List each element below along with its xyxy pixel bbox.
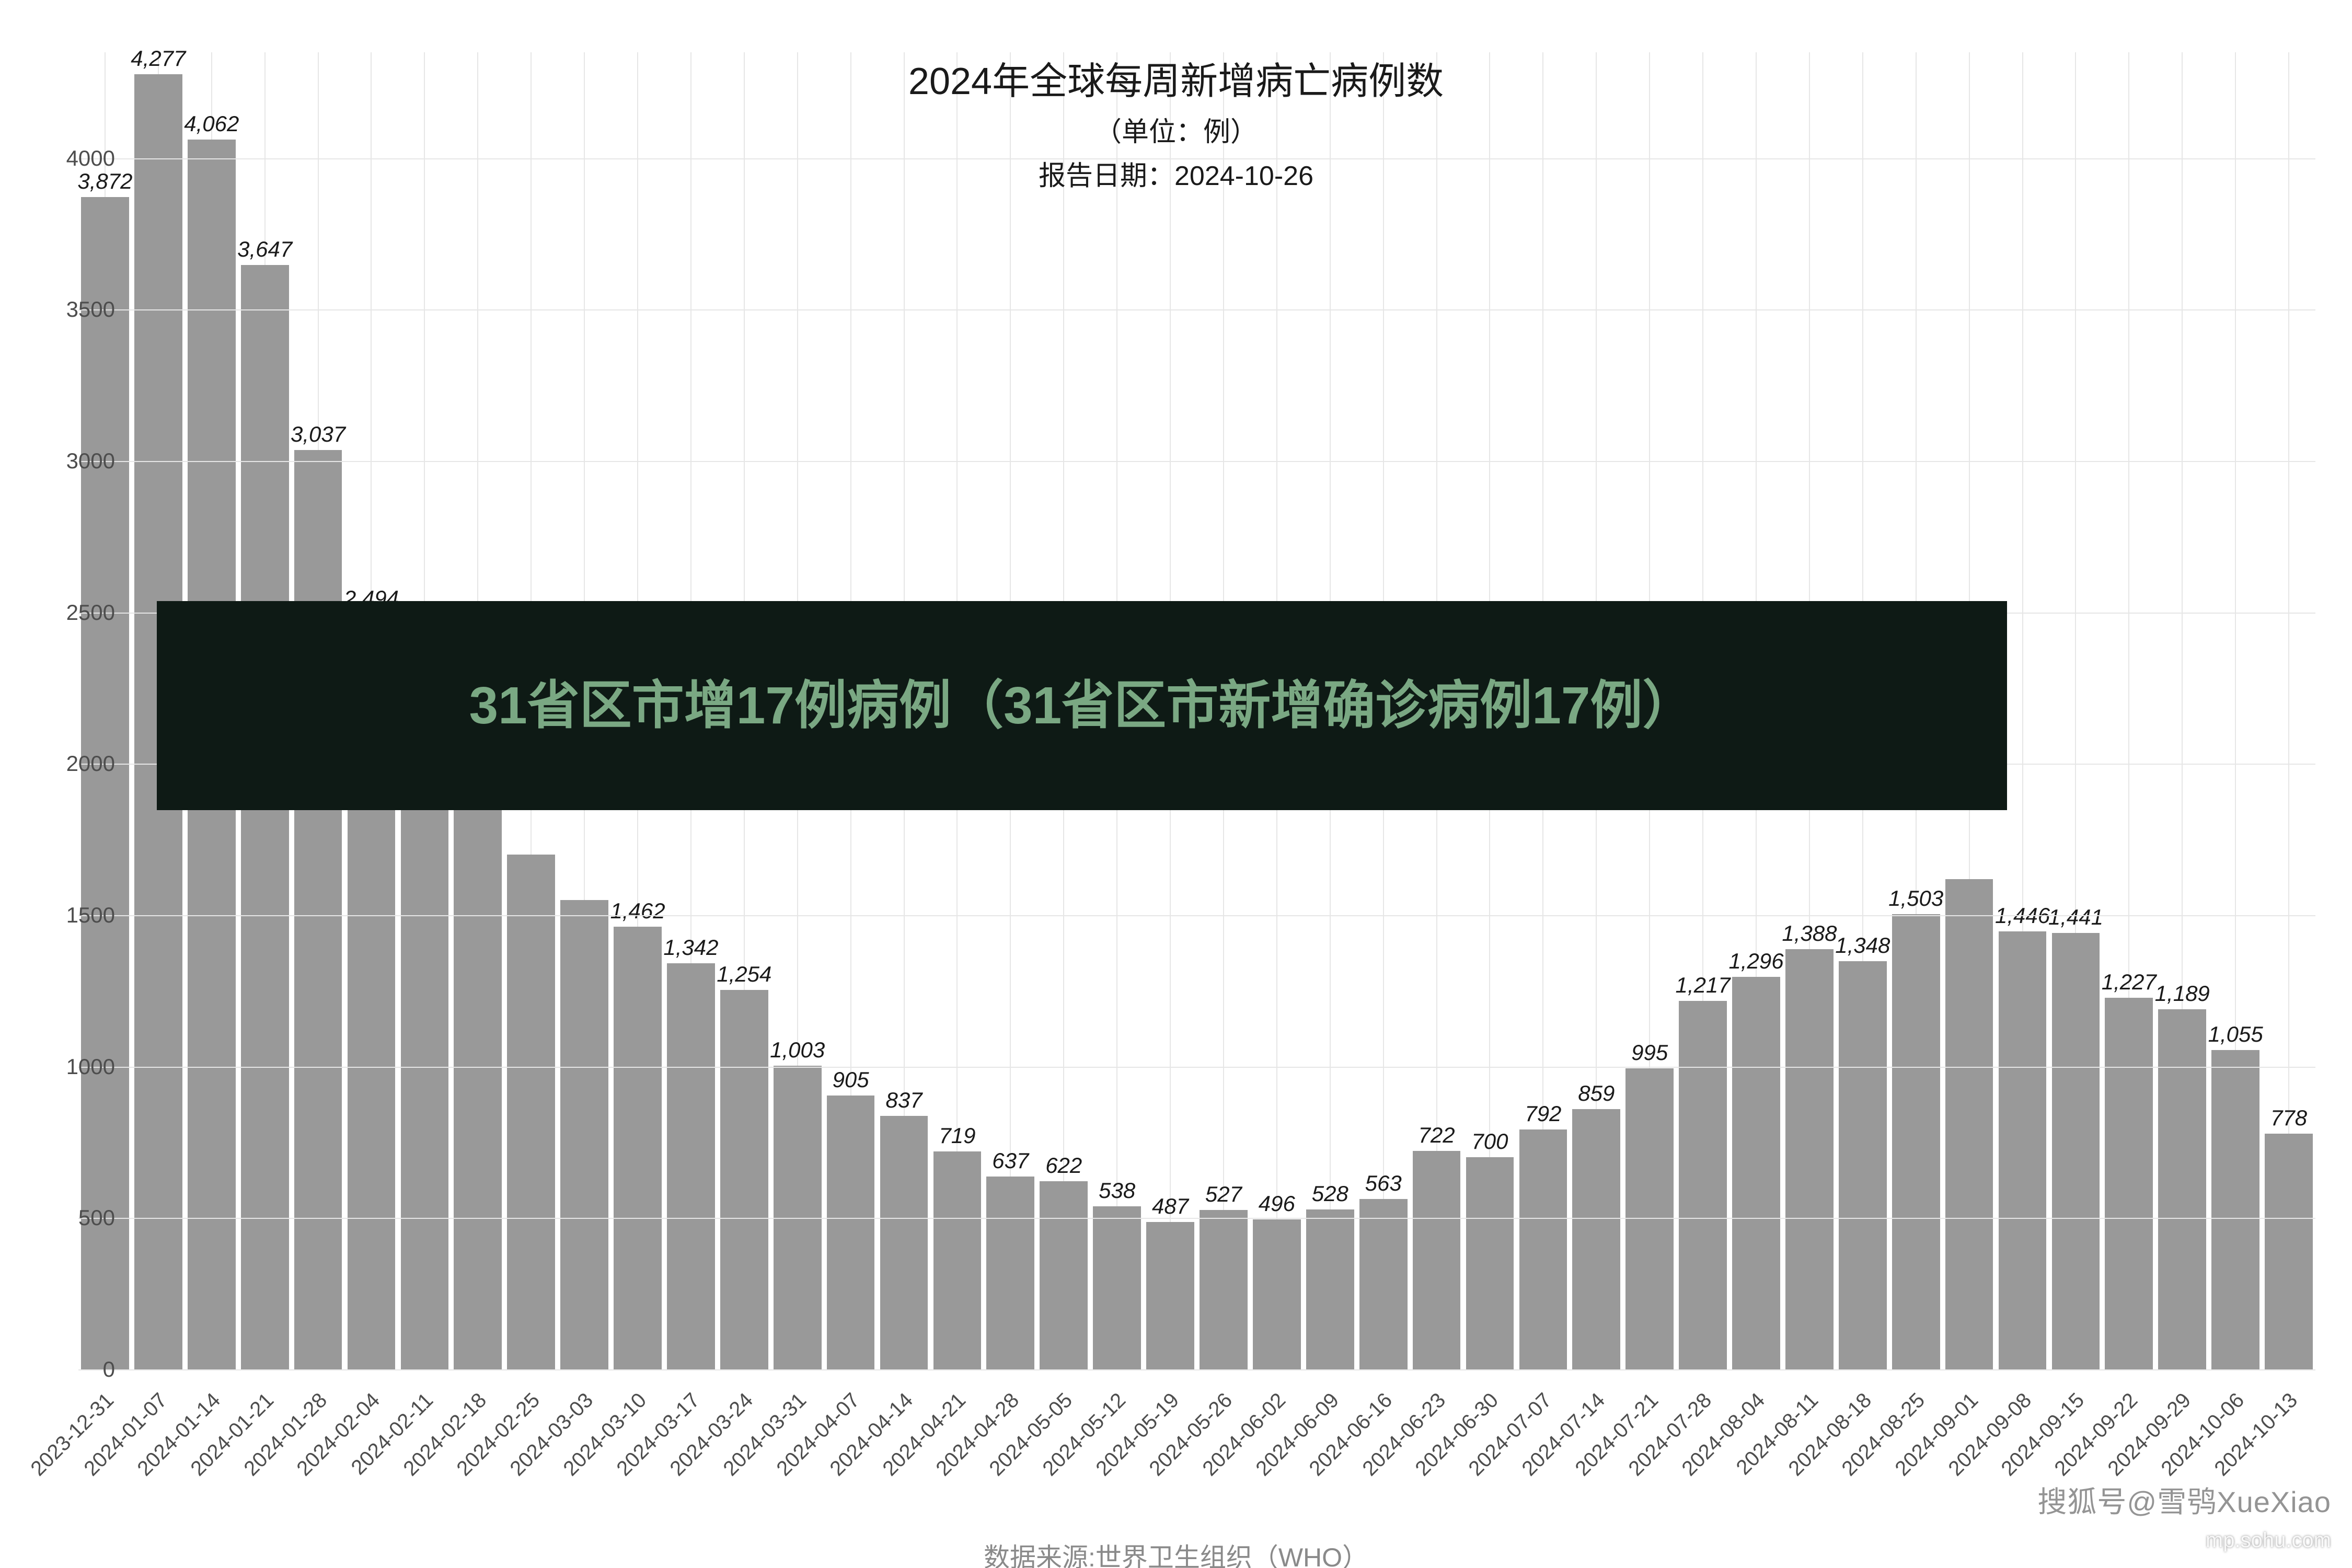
bar-value-label: 563 [1365, 1171, 1402, 1196]
ytick-label: 2500 [31, 600, 115, 625]
ytick-label: 500 [31, 1205, 115, 1230]
gridline-h [78, 915, 2315, 916]
bar [1413, 1151, 1461, 1369]
ytick-label: 0 [31, 1357, 115, 1382]
chart-subtitle: （单位：例） [37, 112, 2315, 153]
bar [2052, 933, 2100, 1369]
bar-value-label: 792 [1525, 1101, 1561, 1126]
bar-value-label: 1,055 [2208, 1022, 2263, 1047]
chart-title-block: 2024年全球每周新增病亡病例数 （单位：例） 报告日期：2024-10-26 [37, 57, 2315, 197]
bar-value-label: 1,503 [1888, 886, 1943, 911]
bar [454, 794, 502, 1369]
bar-value-label: 1,003 [770, 1037, 825, 1063]
watermark-line1: 搜狐号@雪鸮XueXiao [2037, 1479, 2331, 1521]
bar-value-label: 3,647 [237, 237, 292, 262]
bar-value-label: 1,217 [1676, 973, 1731, 998]
bar-value-label: 905 [833, 1067, 869, 1092]
bar-value-label: 859 [1578, 1081, 1615, 1106]
bar [933, 1151, 982, 1369]
bar-value-label: 1,296 [1728, 949, 1783, 974]
overlay-banner: 31省区市增17例病例（31省区市新增确诊病例17例） [157, 601, 2007, 810]
bar-value-label: 1,462 [610, 898, 665, 924]
bar [827, 1096, 875, 1369]
bar-value-label: 995 [1631, 1040, 1668, 1065]
ytick-label: 3000 [31, 448, 115, 474]
bar-value-label: 538 [1099, 1178, 1135, 1203]
bar [720, 990, 768, 1369]
bar-value-label: 1,227 [2102, 970, 2157, 995]
bar-value-label: 1,342 [663, 935, 718, 960]
ytick-label: 3500 [31, 297, 115, 322]
ytick-label: 1000 [31, 1054, 115, 1079]
bar [1519, 1129, 1567, 1369]
bar-value-label: 528 [1312, 1181, 1348, 1206]
bar [401, 748, 449, 1369]
bar-value-label: 700 [1471, 1129, 1508, 1154]
bar [2265, 1134, 2313, 1369]
bar-value-label: 622 [1045, 1153, 1082, 1178]
bar-value-label: 527 [1205, 1182, 1242, 1207]
bar-value-label: 496 [1259, 1191, 1295, 1216]
bar [507, 855, 555, 1369]
bar [880, 1116, 928, 1369]
bar [81, 197, 129, 1369]
bar [1679, 1001, 1727, 1369]
gridline-h [78, 1067, 2315, 1068]
bar [1466, 1157, 1514, 1369]
bar [667, 963, 715, 1369]
bar-value-label: 487 [1152, 1194, 1189, 1219]
bar [1945, 879, 1993, 1369]
bar-value-label: 778 [2270, 1105, 2307, 1131]
bar-value-label: 1,189 [2155, 981, 2210, 1006]
bar-value-label: 1,348 [1835, 933, 1890, 958]
ytick-label: 1500 [31, 903, 115, 928]
bar [986, 1177, 1034, 1369]
bar [1839, 961, 1887, 1369]
gridline-h [78, 1218, 2315, 1219]
bar [1040, 1181, 1088, 1369]
bar [560, 900, 608, 1369]
chart-footer-caption: 数据来源:世界卫生组织（WHO） [0, 1537, 2352, 1568]
bar [241, 265, 289, 1369]
bar [294, 450, 342, 1369]
bar-value-label: 3,037 [291, 422, 345, 447]
bar [1785, 949, 1834, 1369]
gridline-h [78, 1369, 2315, 1370]
overlay-banner-text: 31省区市增17例病例（31省区市新增确诊病例17例） [469, 674, 1695, 737]
bar-value-label: 1,441 [2048, 905, 2103, 930]
bar-value-label: 1,254 [717, 962, 771, 987]
bar [1093, 1206, 1141, 1369]
bar-value-label: 722 [1419, 1123, 1455, 1148]
bar [1572, 1109, 1620, 1369]
bar-value-label: 1,388 [1782, 921, 1837, 946]
bar [1200, 1210, 1248, 1369]
bar [1892, 914, 1940, 1369]
bar [1306, 1209, 1354, 1369]
gridline-h [78, 461, 2315, 462]
bar [1999, 931, 2047, 1369]
bar-value-label: 837 [885, 1088, 922, 1113]
bar-value-label: 637 [992, 1148, 1029, 1173]
chart-report-date: 报告日期：2024-10-26 [37, 156, 2315, 197]
ytick-label: 2000 [31, 751, 115, 776]
watermark-line2: mp.sohu.com [2206, 1529, 2331, 1552]
chart-title: 2024年全球每周新增病亡病例数 [37, 57, 2315, 107]
bar [1359, 1199, 1408, 1369]
bar [2105, 998, 2153, 1369]
bar [2158, 1009, 2206, 1369]
bar [1732, 977, 1780, 1369]
bar [2211, 1050, 2259, 1369]
bar-value-label: 719 [939, 1123, 975, 1148]
bar [1146, 1222, 1194, 1369]
bar [1253, 1219, 1301, 1369]
bar [614, 927, 662, 1369]
gridline-h [78, 309, 2315, 310]
